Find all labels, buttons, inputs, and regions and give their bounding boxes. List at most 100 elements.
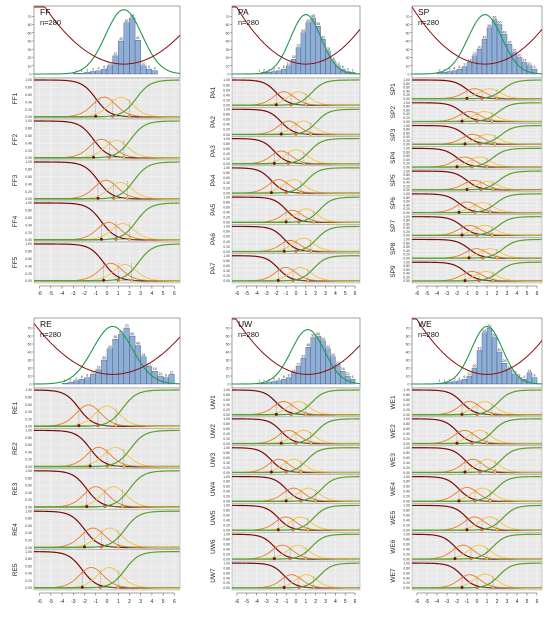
item-y-tick-label: 0.20 [403,253,410,257]
item-y-tick-label: 0.00 [403,279,410,283]
item-label: UW1 [210,395,217,410]
threshold-dot [309,132,313,136]
item-y-tick-label: 0.00 [223,191,230,195]
threshold-dot [473,210,477,214]
item-label: FF3 [12,174,19,186]
histogram-bar [95,70,102,75]
threshold-dot [130,278,134,282]
threshold-dot [302,161,306,165]
item-y-tick-label: 0.00 [403,528,410,532]
item-y-tick-label: 0.20 [403,207,410,211]
threshold-dot [480,528,484,532]
item-y-tick-label: 0.00 [223,162,230,166]
item-y-tick-label: 0.20 [25,108,32,112]
hist-y-tick-label: 20 [28,367,32,371]
threshold-dot [304,103,308,107]
histogram-bar [266,72,272,75]
category-curve [232,255,360,282]
threshold-dot [312,220,316,224]
histogram-bar [295,366,302,385]
threshold-dot [299,470,303,474]
x-tick-label: -1 [465,291,470,297]
sample-size-label: n=280 [40,18,61,27]
threshold-dot [116,278,120,282]
threshold-dot [289,412,293,416]
x-tick-label: 3 [506,599,509,605]
threshold-dot [272,161,276,165]
item-y-tick-label: 0.40 [403,158,410,162]
x-tick-label: 1 [304,599,307,605]
item-y-tick-label: 0.20 [403,162,410,166]
bar-count-label: 58 [316,22,320,26]
histogram-bar [456,380,463,385]
bar-count-label: 6 [148,65,150,69]
histogram-bar [451,381,458,385]
item-y-tick-label: 0.40 [403,432,410,436]
threshold-dot [309,249,313,253]
bar-count-label: 14 [468,58,472,62]
histogram-bar [330,356,336,385]
item-y-tick-label: 0.40 [223,403,230,407]
item-y-tick-label: 0.20 [25,272,32,276]
threshold-dot [112,196,116,200]
bar-count-label: 3 [454,378,456,382]
item-label: UW4 [210,481,217,496]
x-tick-label: -3 [445,291,450,297]
item-label: PA4 [210,174,217,186]
hist-y-tick-label: 40 [28,40,32,44]
item-label: PA3 [210,145,217,157]
x-tick-label: 2 [496,291,499,297]
x-tick-label: -2 [274,291,279,297]
item-y-tick-label: 0.80 [223,83,230,87]
item-y-tick-label: 0.60 [403,222,410,226]
histogram-bar [129,335,136,385]
item-y-tick-label: 0.80 [403,480,410,484]
x-tick-label: 6 [173,599,176,605]
sample-size-label: n=280 [238,330,259,339]
bar-count-label: 1 [81,69,83,73]
bar-count-label: 14 [528,369,532,373]
hist-y-tick-label: 70 [28,15,32,19]
item-y-tick-label: 1.00 [403,532,410,536]
threshold-dot [127,237,131,241]
bar-count-label: 56 [488,24,492,28]
threshold-dot [485,557,489,561]
item-y-tick-label: 0.00 [223,103,230,107]
se-curve [412,318,543,375]
item-y-tick-label: 1.00 [25,201,32,205]
threshold-dot [480,96,484,100]
category-curve [412,193,542,214]
category-curve [34,551,180,589]
hist-y-tick-label: 70 [226,15,230,19]
bar-count-label: 6 [283,375,285,379]
hist-y-tick-label: 20 [406,56,410,60]
histogram-bar [461,66,468,75]
threshold-dot [125,196,129,200]
histogram-bar [466,62,473,75]
item-y-tick-label: 0.80 [403,566,410,570]
x-tick-label: -6 [415,291,420,297]
bar-count-label: 12 [170,370,174,374]
histogram-bar [101,68,108,75]
threshold-dot [485,441,489,445]
threshold-dot [96,424,100,428]
threshold-dot [490,119,494,123]
bar-count-label: 8 [86,374,88,378]
bar-count-label: 16 [331,57,335,61]
item-y-tick-label: 0.00 [223,586,230,590]
histogram-bar [61,383,68,385]
bar-count-label: 22 [113,52,117,56]
item-y-tick-label: 0.40 [223,519,230,523]
histogram-bar [476,49,483,75]
bar-count-label: 26 [513,49,517,53]
bar-count-label: 6 [534,65,536,69]
threshold-dot [463,142,467,146]
histogram-bar [134,345,141,385]
item-y-tick-label: 0.00 [403,120,410,124]
item-y-tick-label: 0.80 [223,451,230,455]
x-tick-label: 4 [151,291,154,297]
bar-count-label: 10 [468,372,472,376]
